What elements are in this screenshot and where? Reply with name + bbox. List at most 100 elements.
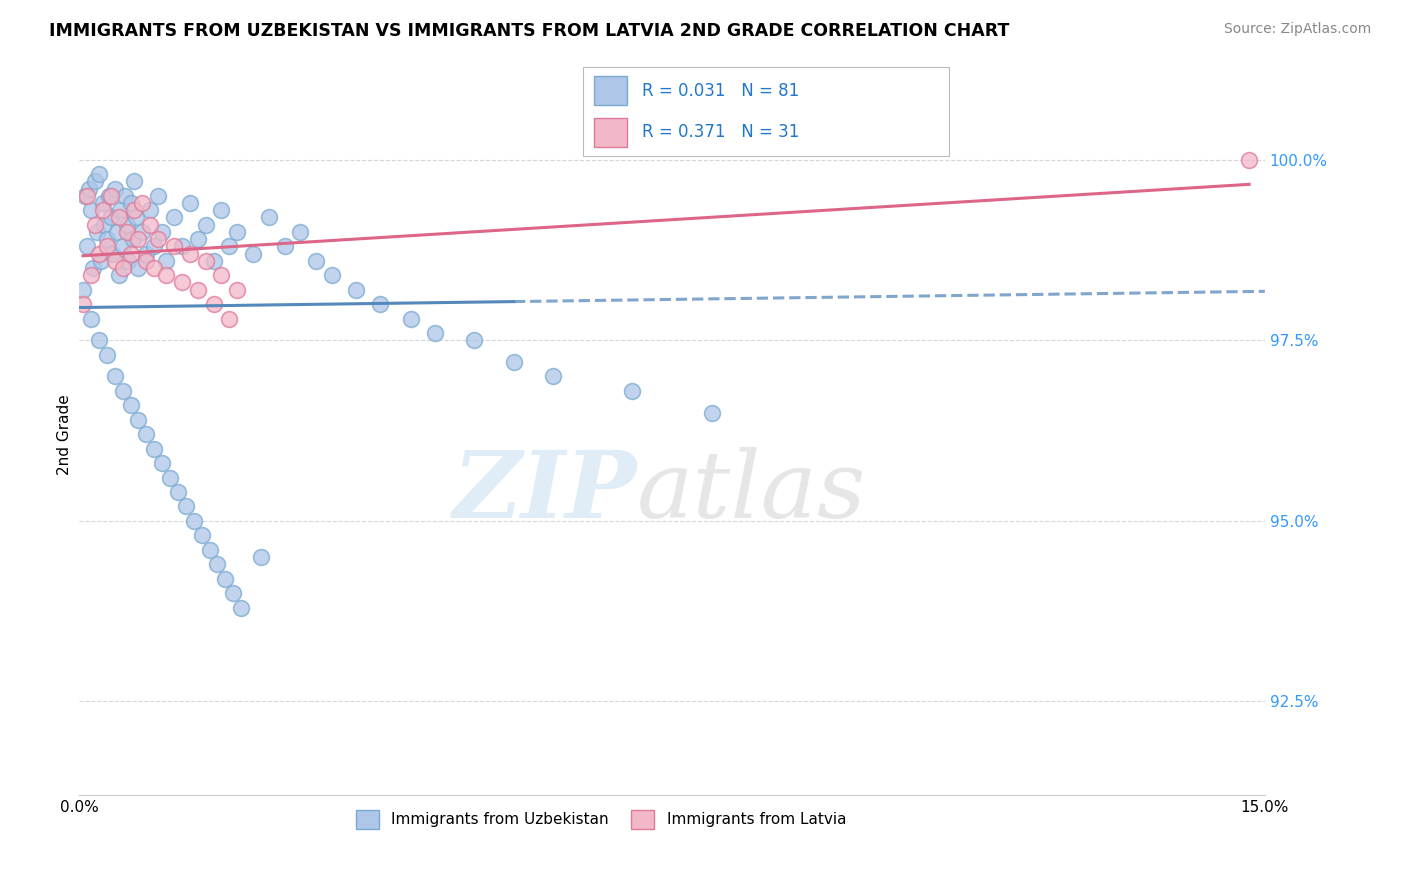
Point — [150, 225, 173, 239]
Point — [87, 246, 110, 260]
Point — [127, 413, 149, 427]
Point — [242, 246, 264, 260]
Point — [163, 211, 186, 225]
Point — [114, 188, 136, 202]
Point — [163, 239, 186, 253]
Point — [120, 246, 142, 260]
Point — [82, 260, 104, 275]
Point — [305, 253, 328, 268]
Point — [1237, 153, 1260, 167]
Point — [209, 268, 232, 283]
Point — [207, 558, 229, 572]
Point — [290, 225, 312, 239]
Point — [700, 405, 723, 419]
Point — [84, 218, 107, 232]
Point — [111, 239, 134, 253]
Point — [621, 384, 644, 398]
Point — [124, 174, 146, 188]
Point — [120, 398, 142, 412]
Point — [131, 196, 153, 211]
Bar — [595, 118, 627, 147]
Y-axis label: 2nd Grade: 2nd Grade — [58, 393, 72, 475]
Point — [159, 470, 181, 484]
Point — [115, 225, 138, 239]
Point — [222, 586, 245, 600]
Point — [257, 211, 280, 225]
Text: atlas: atlas — [637, 447, 866, 537]
Point — [107, 211, 129, 225]
Point — [209, 203, 232, 218]
Point — [104, 253, 127, 268]
Point — [167, 485, 190, 500]
Point — [143, 239, 166, 253]
Bar — [595, 76, 627, 105]
Point — [87, 167, 110, 181]
Point — [135, 246, 157, 260]
Point — [321, 268, 343, 283]
Point — [86, 225, 108, 239]
Point — [183, 514, 205, 528]
Point — [76, 188, 98, 202]
Text: ZIP: ZIP — [453, 447, 637, 537]
Point — [100, 188, 122, 202]
Point — [111, 260, 134, 275]
Point — [127, 232, 149, 246]
Text: R = 0.031   N = 81: R = 0.031 N = 81 — [643, 82, 799, 100]
Point — [80, 203, 103, 218]
Point — [143, 442, 166, 456]
Point — [170, 276, 193, 290]
Point — [139, 203, 162, 218]
Text: IMMIGRANTS FROM UZBEKISTAN VS IMMIGRANTS FROM LATVIA 2ND GRADE CORRELATION CHART: IMMIGRANTS FROM UZBEKISTAN VS IMMIGRANTS… — [49, 22, 1010, 40]
Point — [543, 369, 565, 384]
Point — [190, 528, 212, 542]
Point — [127, 260, 149, 275]
Point — [273, 239, 295, 253]
Point — [135, 253, 157, 268]
Point — [91, 196, 114, 211]
Point — [226, 283, 249, 297]
Point — [87, 333, 110, 347]
Point — [218, 239, 240, 253]
Point — [139, 218, 162, 232]
Point — [170, 239, 193, 253]
Point — [187, 232, 209, 246]
Point — [96, 348, 118, 362]
Point — [115, 218, 138, 232]
Point — [174, 500, 197, 514]
Point — [120, 196, 142, 211]
Point — [96, 232, 118, 246]
Point — [72, 283, 94, 297]
Point — [72, 297, 94, 311]
Point — [503, 355, 526, 369]
Point — [179, 196, 201, 211]
Point — [104, 181, 127, 195]
Point — [463, 333, 485, 347]
Point — [198, 542, 221, 557]
Point — [231, 600, 253, 615]
Point — [111, 384, 134, 398]
Point — [104, 369, 127, 384]
Point — [122, 232, 145, 246]
Point — [91, 203, 114, 218]
Point — [146, 188, 169, 202]
Point — [146, 232, 169, 246]
Point — [101, 246, 124, 260]
Point — [117, 253, 139, 268]
Point — [150, 456, 173, 470]
Point — [77, 181, 100, 195]
Point — [423, 326, 446, 340]
Point — [194, 253, 217, 268]
Point — [96, 239, 118, 253]
Point — [98, 188, 121, 202]
Point — [107, 268, 129, 283]
Point — [202, 253, 225, 268]
Point — [155, 253, 177, 268]
Point — [131, 225, 153, 239]
Point — [100, 211, 122, 225]
Point — [399, 311, 422, 326]
Text: Source: ZipAtlas.com: Source: ZipAtlas.com — [1223, 22, 1371, 37]
Point — [226, 225, 249, 239]
Point — [75, 188, 97, 202]
Point — [214, 572, 236, 586]
Point — [344, 283, 367, 297]
